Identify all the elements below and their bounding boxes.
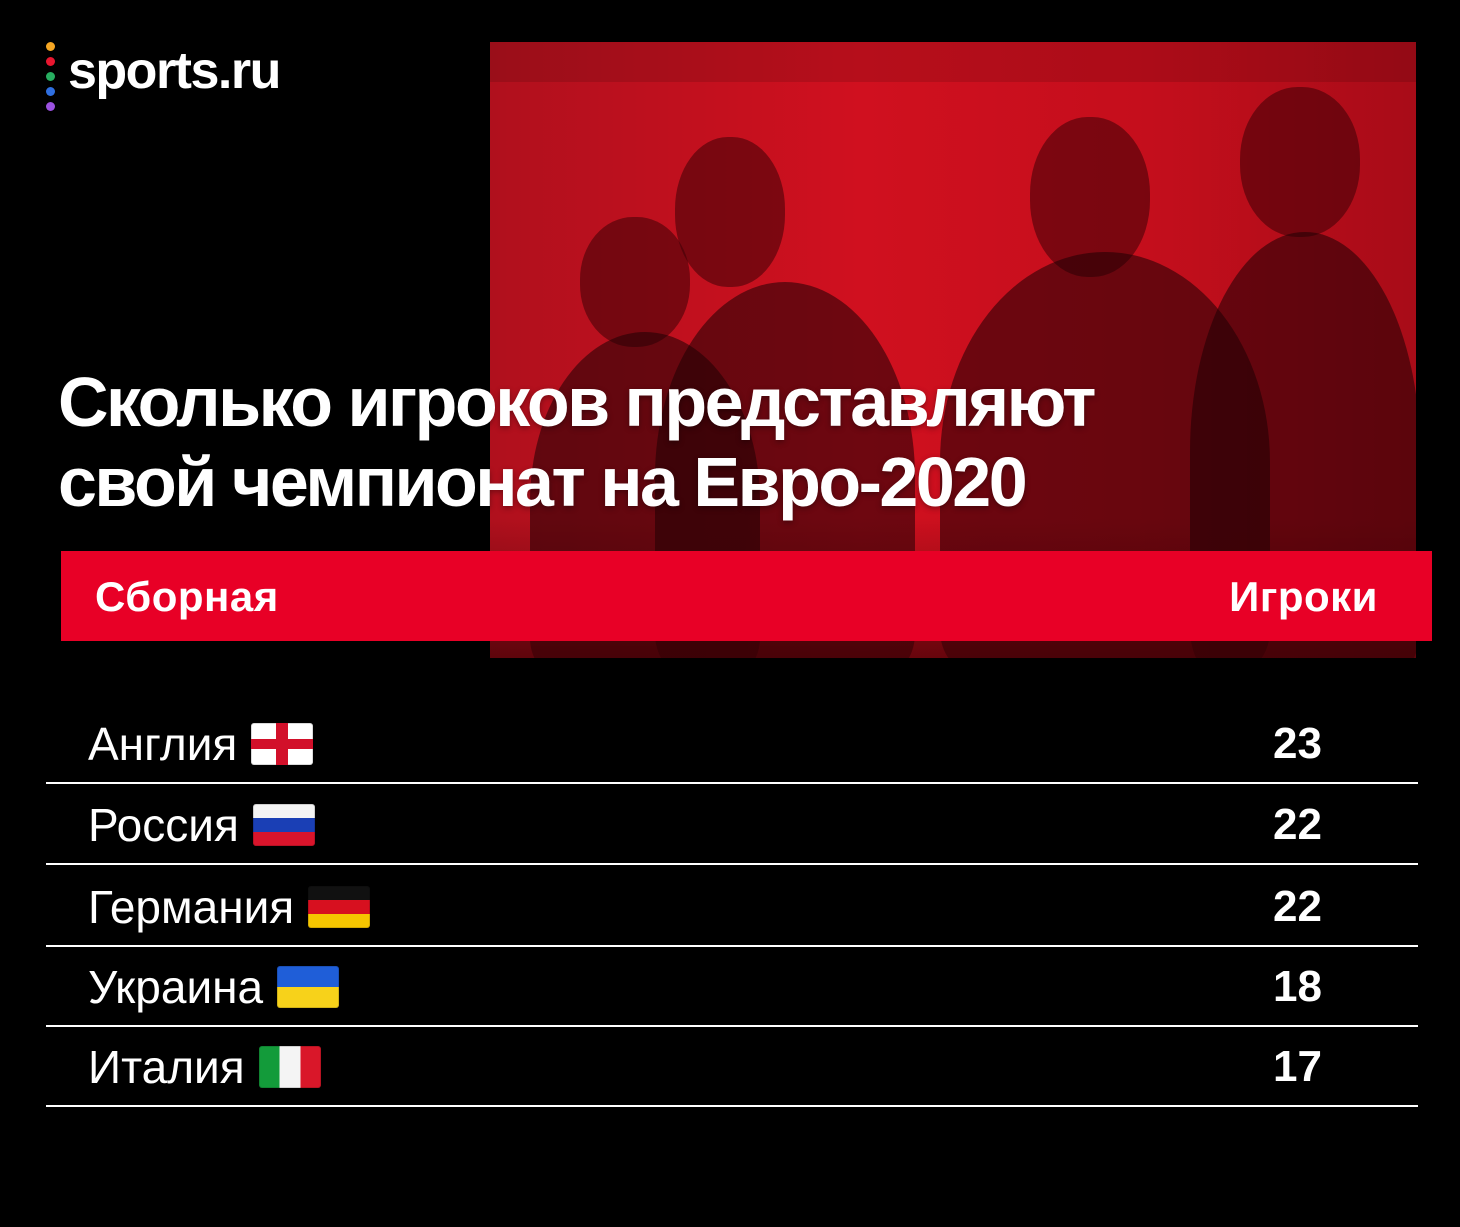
title-line-2: свой чемпионат на Евро-2020 [58,443,1028,521]
table-row: Италия 17 [46,1025,1418,1107]
italy-flag-icon [258,1046,321,1088]
logo-dot [46,72,55,81]
table-header: Сборная Игроки [61,551,1432,641]
logo-text: sports.ru [68,42,281,100]
table-row: Англия 23 [46,702,1418,784]
logo-dot [46,102,55,111]
table-row: Россия 22 [46,783,1418,865]
players-count: 17 [1273,1042,1322,1091]
logo-dot [46,87,55,96]
team-name: Германия [88,881,295,933]
title-line-1: Сколько игроков представляют [58,363,1096,441]
players-count: 23 [1273,719,1322,768]
column-header-team: Сборная [95,573,279,620]
players-count: 22 [1273,800,1322,849]
table-row: Украина 18 [46,945,1418,1027]
column-header-players: Игроки [1229,573,1378,620]
team-name: Украина [88,961,264,1013]
players-count: 18 [1273,962,1322,1011]
players-count: 22 [1273,882,1322,931]
table-row: Германия 22 [46,865,1418,947]
logo-dots-icon [46,42,58,117]
russia-flag-icon [252,804,315,846]
england-flag-icon [251,723,314,765]
ukraine-flag-icon [277,966,340,1008]
germany-flag-icon [308,886,371,928]
logo-dot [46,57,55,66]
logo-dot [46,42,55,51]
team-name: Англия [88,718,238,770]
team-name: Италия [88,1041,245,1093]
team-name: Россия [88,799,239,851]
page-title: Сколько игроков представляют свой чемпио… [58,362,1158,522]
